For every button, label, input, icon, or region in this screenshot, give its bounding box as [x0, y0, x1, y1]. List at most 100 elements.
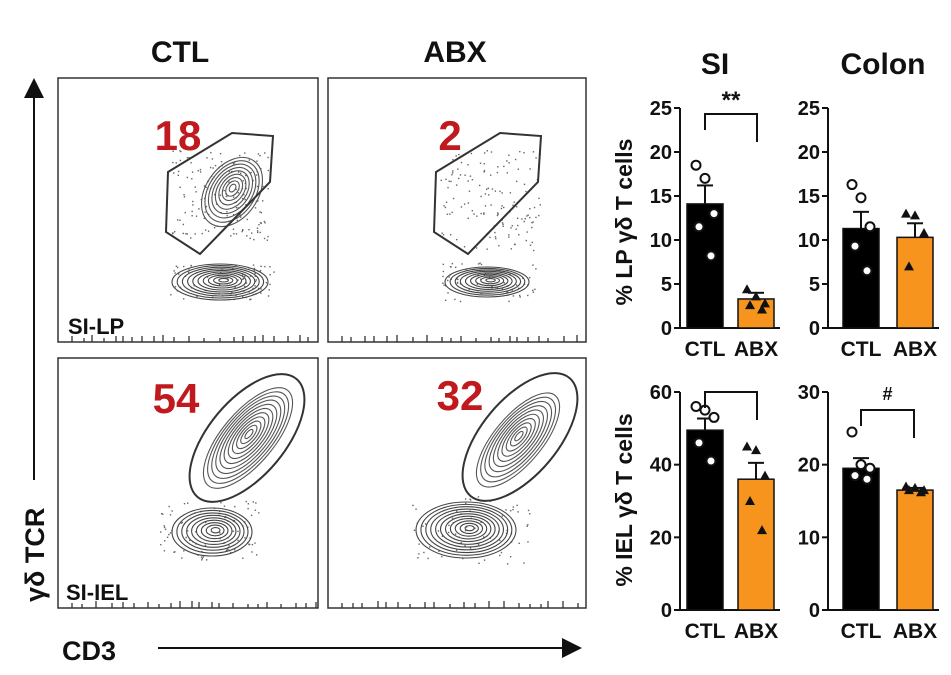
event-dot — [471, 178, 474, 181]
event-dot — [501, 288, 504, 290]
event-dot — [464, 174, 466, 176]
event-dot — [255, 174, 258, 176]
event-dot — [452, 197, 455, 200]
event-dot — [512, 508, 514, 511]
event-dot — [192, 200, 194, 203]
event-dot — [448, 524, 450, 527]
event-dot — [175, 162, 177, 164]
event-dot — [239, 172, 242, 175]
event-dot — [199, 168, 202, 171]
event-dot — [189, 539, 191, 542]
event-dot — [478, 184, 481, 187]
event-dot — [181, 521, 184, 524]
event-dot — [199, 171, 202, 173]
event-dot — [255, 554, 258, 556]
event-dot — [267, 156, 269, 159]
event-dot — [428, 546, 431, 548]
contour-line — [480, 276, 500, 285]
contour-line — [449, 267, 526, 296]
contour-line — [204, 160, 260, 223]
y-tick-label: 10 — [798, 230, 820, 252]
contour-line — [197, 271, 247, 291]
event-dot — [497, 166, 499, 168]
event-dot — [451, 262, 454, 265]
contour-line — [480, 396, 557, 483]
event-dot — [233, 519, 236, 522]
event-dot — [514, 158, 517, 161]
event-dot — [477, 263, 480, 265]
event-dot — [437, 530, 440, 532]
event-dot — [461, 263, 463, 265]
contour-line — [240, 424, 258, 445]
event-dot — [455, 510, 458, 512]
event-dot — [259, 269, 262, 272]
event-dot — [247, 503, 250, 505]
facs-panel-si-lp-abx — [327, 77, 587, 343]
event-dot — [232, 530, 235, 532]
y-tick-label: 15 — [650, 186, 672, 208]
event-dot — [223, 505, 226, 507]
contour-line — [497, 413, 540, 462]
event-dot — [529, 244, 532, 246]
contour-line — [454, 520, 484, 537]
event-dot — [263, 237, 266, 240]
data-point-circle — [849, 470, 861, 482]
event-dot — [197, 554, 199, 556]
event-dot — [444, 285, 447, 287]
event-dot — [442, 270, 445, 273]
data-point-triangle — [745, 300, 755, 310]
event-dot — [180, 522, 183, 524]
event-dot — [212, 167, 214, 169]
data-point-triangle — [757, 525, 767, 535]
event-dot — [447, 531, 450, 534]
event-dot — [457, 278, 459, 281]
event-dot — [443, 205, 445, 207]
facs-axis-ticks — [71, 335, 579, 608]
event-dot — [235, 233, 238, 235]
event-dot — [497, 213, 499, 215]
event-dot — [523, 562, 525, 564]
data-point-triangle — [751, 291, 761, 301]
event-dot — [463, 246, 466, 248]
event-dot — [233, 232, 235, 235]
event-dot — [487, 187, 490, 189]
event-dot — [183, 502, 186, 505]
event-dot — [226, 549, 228, 551]
category-label-abx: ABX — [893, 338, 937, 361]
contour-plot-si-iel-ctl — [160, 387, 294, 561]
event-dot — [483, 213, 485, 215]
event-dot — [166, 536, 169, 539]
event-dot — [473, 213, 475, 215]
event-dot — [228, 181, 230, 183]
event-dot — [163, 550, 166, 552]
contour-line — [171, 507, 253, 557]
event-dot — [474, 527, 476, 529]
event-dot — [502, 225, 504, 227]
event-dot — [508, 154, 510, 156]
percent-si-lp-abx: 2 — [438, 112, 461, 159]
event-dot — [508, 236, 510, 238]
event-dot — [169, 532, 172, 534]
event-dot — [458, 177, 460, 180]
event-dot — [509, 273, 511, 275]
event-dot — [415, 508, 417, 510]
event-dot — [241, 274, 244, 276]
event-dot — [183, 265, 185, 268]
event-dot — [486, 248, 488, 250]
contour-line — [228, 183, 237, 193]
bar-ctl — [686, 429, 724, 611]
event-dot — [269, 266, 271, 268]
event-dot — [191, 210, 193, 213]
event-dot — [468, 288, 470, 290]
bar-abx — [896, 489, 934, 611]
event-dot — [160, 512, 163, 515]
data-point-circle — [693, 221, 705, 233]
significance-mark: ** — [722, 87, 741, 114]
event-dot — [252, 501, 255, 503]
event-dot — [525, 190, 527, 193]
event-dot — [465, 526, 468, 528]
event-dot — [237, 539, 239, 542]
data-point-triangle — [742, 284, 752, 294]
event-dot — [467, 164, 469, 166]
event-dot — [188, 157, 190, 159]
